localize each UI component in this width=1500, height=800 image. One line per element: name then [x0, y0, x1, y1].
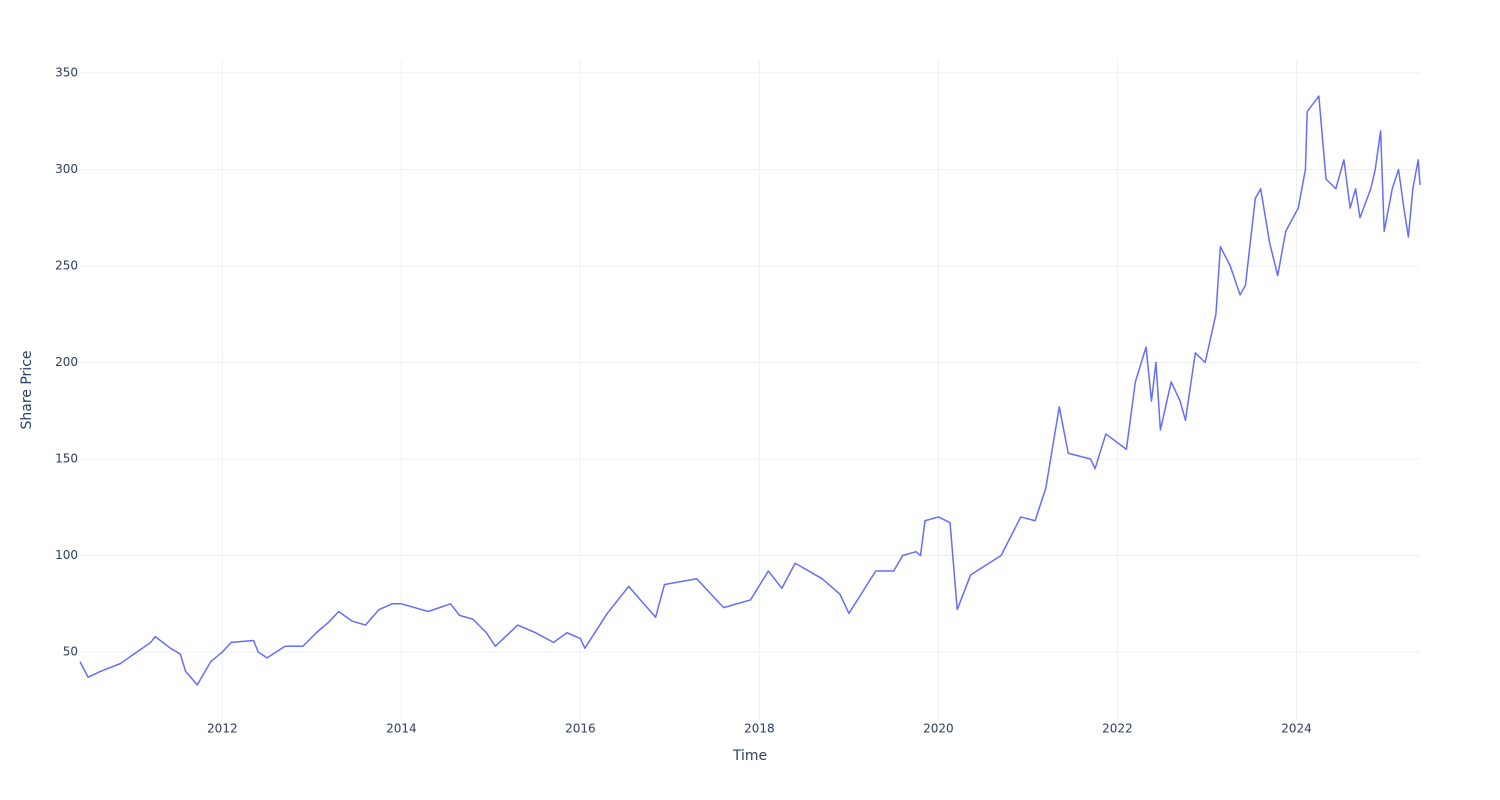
y-tick-label: 200: [55, 355, 78, 369]
line: [79, 95, 1421, 686]
x-tick-label: 2024: [1281, 722, 1312, 736]
y-tick-label: 250: [55, 258, 78, 272]
x-tick-label: 2016: [565, 722, 596, 736]
x-tick-label: 2022: [1102, 722, 1133, 736]
y-tick-label: 50: [63, 645, 78, 659]
x-tick-label: 2018: [744, 722, 775, 736]
x-tick-label: 2020: [923, 722, 954, 736]
x-axis-title: Time: [732, 748, 767, 764]
y-tick-label: 350: [55, 65, 78, 79]
grid: [80, 60, 1420, 720]
y-tick-label: 100: [55, 548, 78, 562]
y-tick-label: 300: [55, 162, 78, 176]
x-tick-label: 2014: [386, 722, 417, 736]
x-tick-label: 2012: [207, 722, 238, 736]
y-tick-label: 150: [55, 452, 78, 466]
y-axis-title: Share Price: [19, 350, 35, 429]
